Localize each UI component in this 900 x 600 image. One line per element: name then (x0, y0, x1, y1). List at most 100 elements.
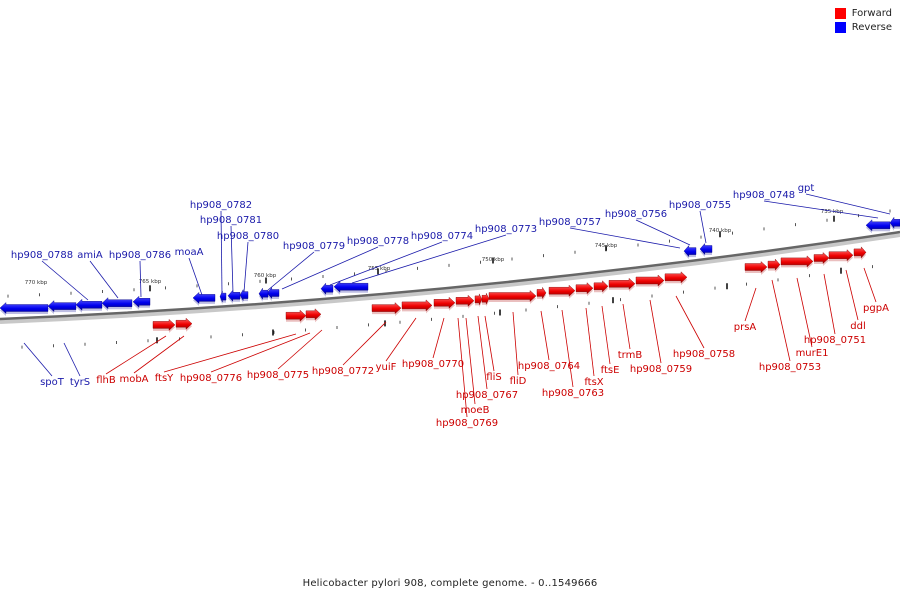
gene-label-tyrs[interactable]: tyrS (70, 377, 90, 388)
gene-label-trmb[interactable]: trmB (618, 350, 643, 361)
gene-label-hp908-0782[interactable]: hp908_0782 (190, 200, 252, 211)
gene-label-ftse[interactable]: ftsE (601, 365, 620, 376)
gene-label-hp908-0781[interactable]: hp908_0781 (200, 215, 262, 226)
gene-label-hp908-0763[interactable]: hp908_0763 (542, 388, 604, 399)
legend-item-reverse: Reverse (834, 22, 892, 33)
gene-label-flis[interactable]: fliS (486, 372, 501, 383)
gene-yuif[interactable] (371, 302, 402, 317)
gene-label-hp908-0770[interactable]: hp908_0770 (402, 359, 464, 370)
scale-label: 755 kbp (368, 266, 391, 272)
gene-hp908-0776[interactable] (175, 317, 193, 332)
forward-swatch (834, 8, 846, 19)
gene-flid[interactable] (488, 290, 537, 305)
gene-label-ddl[interactable]: ddl (850, 321, 865, 332)
legend-label-reverse: Reverse (851, 22, 892, 33)
gene-ftsy[interactable] (152, 318, 176, 333)
gene-hp908-0753[interactable] (767, 258, 781, 273)
gene-hp908-0763[interactable] (548, 284, 576, 299)
gene-ftsx[interactable] (575, 282, 594, 297)
gene-label-hp908-0751[interactable]: hp908_0751 (804, 335, 866, 346)
gene-label-moeb[interactable]: moeB (461, 405, 490, 416)
gene-label-hp908-0776[interactable]: hp908_0776 (180, 373, 242, 384)
figure-caption: Helicobacter pylori 908, complete genome… (302, 578, 598, 589)
gene-label-hp908-0753[interactable]: hp908_0753 (759, 362, 821, 373)
gene-hp908-0788[interactable] (0, 302, 49, 317)
gene-label-mure1[interactable]: murE1 (796, 348, 829, 359)
gene-label-hp908-0788[interactable]: hp908_0788 (11, 250, 73, 261)
gene-hp908-0772[interactable] (305, 308, 322, 323)
gene-mure1[interactable] (780, 255, 814, 270)
gene-label-hp908-0779[interactable]: hp908_0779 (283, 241, 345, 252)
gene-gpt[interactable] (865, 219, 891, 234)
reverse-swatch (834, 22, 846, 33)
gene-moaa[interactable] (192, 291, 216, 306)
gene-hp908-0781[interactable] (227, 289, 241, 304)
gene-hp908-0780[interactable] (239, 288, 249, 304)
scale-labels: 770 kbp 765 kbp 760 kbp 755 kbp 750 kbp 745 k… (25, 209, 844, 286)
gene-label-moaa[interactable]: moaA (175, 247, 204, 258)
gene-ddl[interactable] (828, 249, 854, 264)
gene-hp908-0788[interactable] (47, 300, 77, 315)
gene-hp908-0755[interactable] (699, 242, 713, 258)
gene-label-hp908-0756[interactable]: hp908_0756 (605, 209, 667, 220)
gene-prsa[interactable] (744, 261, 768, 276)
gene-hp908-0779[interactable] (258, 287, 269, 302)
gene-label-gpt[interactable]: gpt (798, 183, 815, 194)
gene-hp908-0774[interactable] (320, 282, 334, 297)
legend-label-forward: Forward (851, 8, 892, 19)
gene-label-hp908-0767[interactable]: hp908_0767 (456, 390, 518, 401)
scale-label: 745 kbp (595, 243, 618, 249)
gene-hp908-0767[interactable] (474, 293, 483, 308)
gene-hp908-0758[interactable] (664, 271, 688, 286)
label-leaders (23, 193, 891, 418)
gene-label-hp908-0773[interactable]: hp908_0773 (475, 224, 537, 235)
gene-label-hp908-0786[interactable]: hp908_0786 (109, 250, 171, 261)
gene-amia[interactable] (101, 297, 133, 312)
gene-hp908-0788[interactable] (75, 298, 103, 313)
gene-label-hp908-0780[interactable]: hp908_0780 (217, 231, 279, 242)
scale-label: 765 kbp (139, 279, 162, 285)
gene-label-hp908-0748[interactable]: hp908_0748 (733, 190, 795, 201)
gene-label-hp908-0764[interactable]: hp908_0764 (518, 361, 580, 372)
gene-label-moba[interactable]: mobA (119, 374, 148, 385)
gene-label-hp908-0772[interactable]: hp908_0772 (312, 366, 374, 377)
gene-label-ftsx[interactable]: ftsX (584, 377, 603, 388)
genome-backbone (0, 230, 900, 321)
gene-hp908-0764[interactable] (536, 286, 547, 301)
gene-pgpa[interactable] (853, 246, 867, 261)
gene-gpt[interactable] (889, 216, 900, 231)
gene-hp908-0775[interactable] (285, 309, 307, 324)
gene-label-hp908-0769[interactable]: hp908_0769 (436, 418, 498, 429)
gene-hp908-0782[interactable] (219, 291, 227, 305)
gene-hp908-0778[interactable] (266, 286, 280, 302)
gene-label-hp908-0778[interactable]: hp908_0778 (347, 236, 409, 247)
gene-label-amia[interactable]: amiA (77, 250, 103, 261)
gene-ftse[interactable] (593, 280, 609, 295)
gene-hp908-0786[interactable] (132, 295, 151, 310)
gene-hp908-0751[interactable] (813, 252, 830, 267)
gene-flis[interactable] (481, 293, 490, 307)
gene-label-flhb[interactable]: flhB (96, 375, 116, 386)
gene-label-hp908-0758[interactable]: hp908_0758 (673, 349, 735, 360)
gene-trmb[interactable] (608, 277, 636, 292)
gene-hp908-0770[interactable] (401, 299, 433, 314)
scale-label: 770 kbp (25, 280, 48, 286)
gene-hp908-0756[interactable] (683, 245, 697, 260)
gene-label-ftsy[interactable]: ftsY (155, 373, 174, 384)
gene-label-hp908-0755[interactable]: hp908_0755 (669, 200, 731, 211)
gene-label-spot[interactable]: spoT (40, 377, 65, 388)
gene-hp908-0759[interactable] (635, 274, 665, 289)
gene-label-yuif[interactable]: yuiF (376, 362, 397, 373)
gene-label-hp908-0757[interactable]: hp908_0757 (539, 217, 601, 228)
gene-label-hp908-0774[interactable]: hp908_0774 (411, 231, 473, 242)
gene-label-hp908-0759[interactable]: hp908_0759 (630, 364, 692, 375)
gene-label-hp908-0775[interactable]: hp908_0775 (247, 370, 309, 381)
gene-moeb[interactable] (455, 294, 475, 309)
gene-hp908-0769[interactable] (433, 296, 456, 311)
gene-label-pgpa[interactable]: pgpA (863, 303, 889, 314)
gene-label-prsa[interactable]: prsA (734, 322, 757, 333)
gene-hp908-0773[interactable] (333, 280, 369, 295)
gene-label-flid[interactable]: fliD (510, 376, 527, 387)
